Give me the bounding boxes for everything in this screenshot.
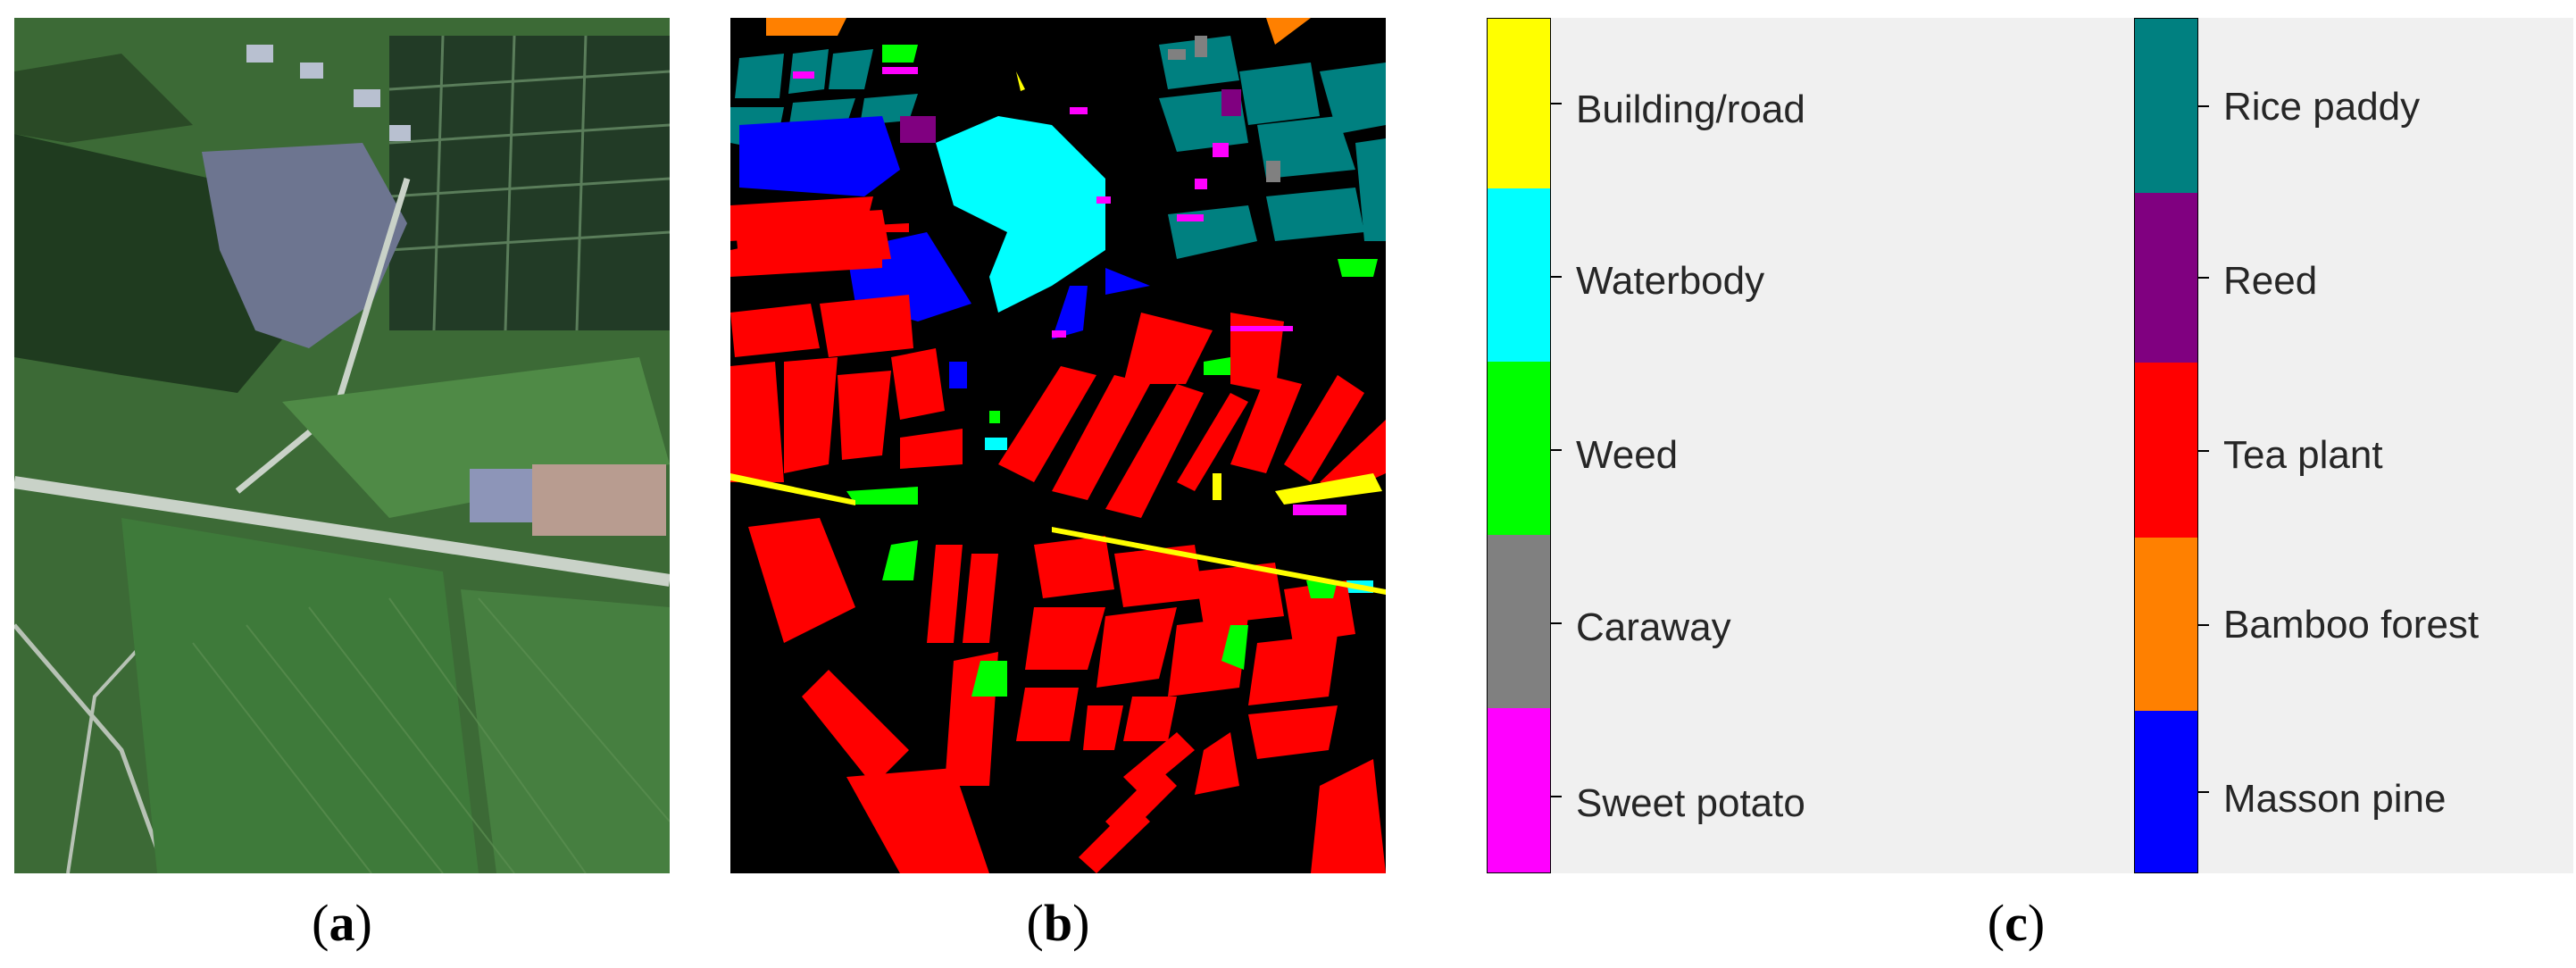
caption-b-letter: b: [1043, 894, 1073, 952]
caption-c: (c): [1987, 894, 2046, 952]
legend-label-tea-plant: Tea plant: [2223, 433, 2383, 477]
legend-swatch-rice-paddy: [2135, 19, 2197, 193]
caption-c-letter: c: [2005, 894, 2028, 952]
legend-label-sweet-potato: Sweet potato: [1576, 781, 1805, 825]
legend-swatch-tea-plant: [2135, 363, 2197, 538]
legend-swatch-bamboo-forest: [2135, 538, 2197, 711]
legend-swatch-sweet-potato: [1488, 708, 1550, 872]
legend-swatch-masson-pine: [2135, 711, 2197, 872]
legend-label-weed: Weed: [1576, 433, 1679, 477]
classification-map: [730, 18, 1386, 873]
classification-map-drawing: [730, 18, 1386, 873]
satellite-image-drawing: [14, 18, 670, 873]
legend-panel: Building/road Waterbody Weed Caraway Swe…: [1487, 18, 2573, 873]
satellite-image: [14, 18, 670, 873]
legend-swatch-caraway: [1488, 535, 1550, 708]
caption-b: (b): [1026, 894, 1090, 952]
legend-label-caraway: Caraway: [1576, 605, 1731, 649]
legend-label-building-road: Building/road: [1576, 88, 1805, 131]
legend-swatch-weed: [1488, 362, 1550, 535]
caption-a: (a): [312, 894, 372, 952]
legend-label-reed: Reed: [2223, 259, 2318, 303]
legend-swatch-reed: [2135, 193, 2197, 363]
legend-label-rice-paddy: Rice paddy: [2223, 85, 2421, 129]
legend-swatch-building-road: [1488, 19, 1550, 188]
legend-label-bamboo-forest: Bamboo forest: [2223, 603, 2480, 647]
legend-swatch-waterbody: [1488, 188, 1550, 362]
legend-label-masson-pine: Masson pine: [2223, 777, 2447, 821]
caption-a-letter: a: [329, 894, 355, 952]
legend-label-waterbody: Waterbody: [1576, 259, 1765, 303]
